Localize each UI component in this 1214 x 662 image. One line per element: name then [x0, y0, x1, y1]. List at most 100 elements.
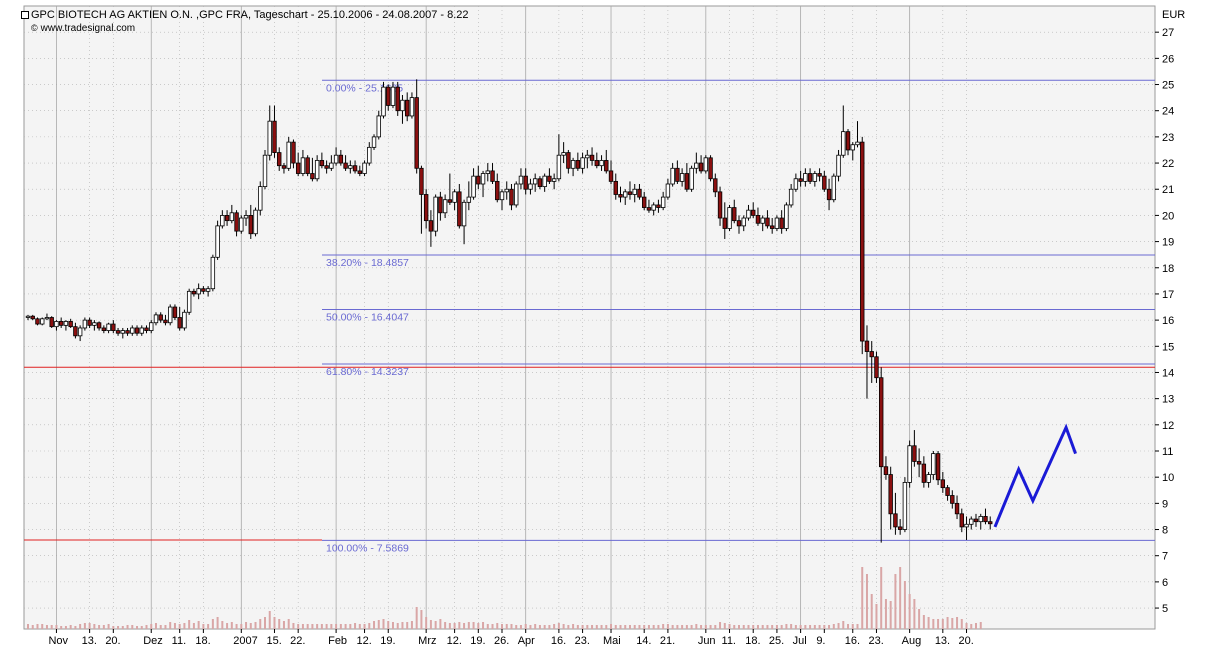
volume-bar: [733, 625, 736, 629]
candle: [921, 456, 927, 488]
y-tick-label: 13: [1162, 394, 1174, 406]
volume-bar: [501, 624, 503, 629]
volume-bar: [804, 625, 807, 629]
candle-body: [570, 160, 576, 169]
candle-body: [855, 141, 860, 146]
candle-body: [376, 115, 381, 138]
candle: [68, 318, 73, 328]
x-tick-label: Aug: [902, 635, 922, 647]
candle: [96, 321, 102, 331]
candle-body: [115, 330, 121, 334]
fib-level-label: 50.00% - 16.4047: [326, 312, 409, 324]
volume-bar: [643, 625, 646, 629]
candle-body: [63, 321, 69, 326]
copyright: © www.tradesignal.com: [31, 23, 135, 34]
volume-bar: [946, 617, 949, 629]
candle-body: [679, 173, 685, 182]
candle-body: [324, 165, 329, 169]
volume-bar: [562, 624, 565, 629]
candle: [395, 81, 400, 116]
y-tick-label: 14: [1162, 367, 1174, 379]
candle-body: [940, 479, 946, 489]
candle: [371, 134, 377, 150]
candle: [760, 215, 765, 232]
volume-bar: [316, 624, 319, 629]
volume-bar: [69, 625, 72, 629]
candle: [940, 471, 946, 493]
candle: [969, 516, 974, 530]
y-tick-label: 23: [1162, 132, 1174, 144]
candle: [670, 163, 675, 187]
candle-body: [101, 327, 107, 331]
candle-body: [442, 199, 448, 214]
candle: [390, 81, 396, 109]
candle-body: [551, 178, 557, 182]
candle: [869, 341, 874, 383]
candle-body: [608, 170, 614, 182]
candle-body: [575, 160, 581, 169]
volume-bar: [572, 624, 575, 629]
candle: [599, 155, 604, 171]
candle-body: [191, 290, 197, 295]
candle-body: [774, 217, 780, 229]
candle-body: [167, 306, 173, 324]
volume-bar: [264, 617, 266, 629]
candle: [518, 168, 524, 190]
candle-body: [874, 356, 879, 379]
candle-body: [883, 466, 889, 475]
candle: [362, 160, 367, 177]
candle: [376, 110, 381, 140]
candle-body: [888, 474, 893, 515]
y-tick-label: 11: [1162, 446, 1173, 458]
candle: [973, 513, 979, 527]
candle-body: [618, 194, 623, 198]
candle-body: [158, 314, 163, 321]
candle-body: [613, 180, 618, 195]
candle-body: [201, 288, 206, 292]
volume-bar: [140, 626, 143, 629]
candle-body: [414, 97, 419, 169]
candle: [845, 129, 851, 156]
candle: [656, 199, 661, 213]
candle-body: [532, 178, 538, 185]
candle: [428, 210, 434, 247]
candle: [556, 134, 562, 182]
volume-bar: [211, 619, 214, 629]
candle: [442, 194, 448, 219]
volume-bar: [429, 620, 432, 629]
volume-bar: [865, 574, 868, 629]
fib-level-label: 38.20% - 18.4857: [326, 257, 409, 269]
candle: [623, 189, 628, 205]
candle-body: [352, 165, 358, 172]
volume-bar: [586, 625, 589, 629]
volume-bar: [610, 624, 613, 629]
candle-body: [698, 162, 704, 172]
candle: [461, 199, 467, 245]
y-tick-label: 5: [1162, 603, 1168, 615]
x-tick-label: 15.: [266, 635, 281, 647]
volume-bar: [301, 624, 304, 629]
candle: [305, 155, 310, 177]
candle: [54, 320, 59, 331]
candle-body: [779, 217, 784, 229]
candle-body: [717, 191, 723, 219]
volume-bar: [425, 617, 428, 629]
candle: [314, 155, 320, 182]
volume-bar: [975, 623, 977, 629]
volume-bar: [576, 625, 579, 629]
candle-body: [604, 160, 609, 172]
y-tick-label: 15: [1162, 341, 1174, 353]
candle-body: [348, 165, 353, 169]
volume-bar: [415, 607, 418, 629]
candle: [267, 105, 272, 161]
candle: [333, 147, 339, 166]
candle: [727, 204, 732, 232]
volume-bar: [524, 624, 527, 629]
candle-body: [277, 152, 282, 167]
candle: [765, 210, 770, 229]
candle-body: [803, 173, 808, 182]
x-tick-label: 21.: [660, 635, 675, 647]
volume-bar: [965, 623, 968, 629]
candle: [352, 160, 358, 174]
